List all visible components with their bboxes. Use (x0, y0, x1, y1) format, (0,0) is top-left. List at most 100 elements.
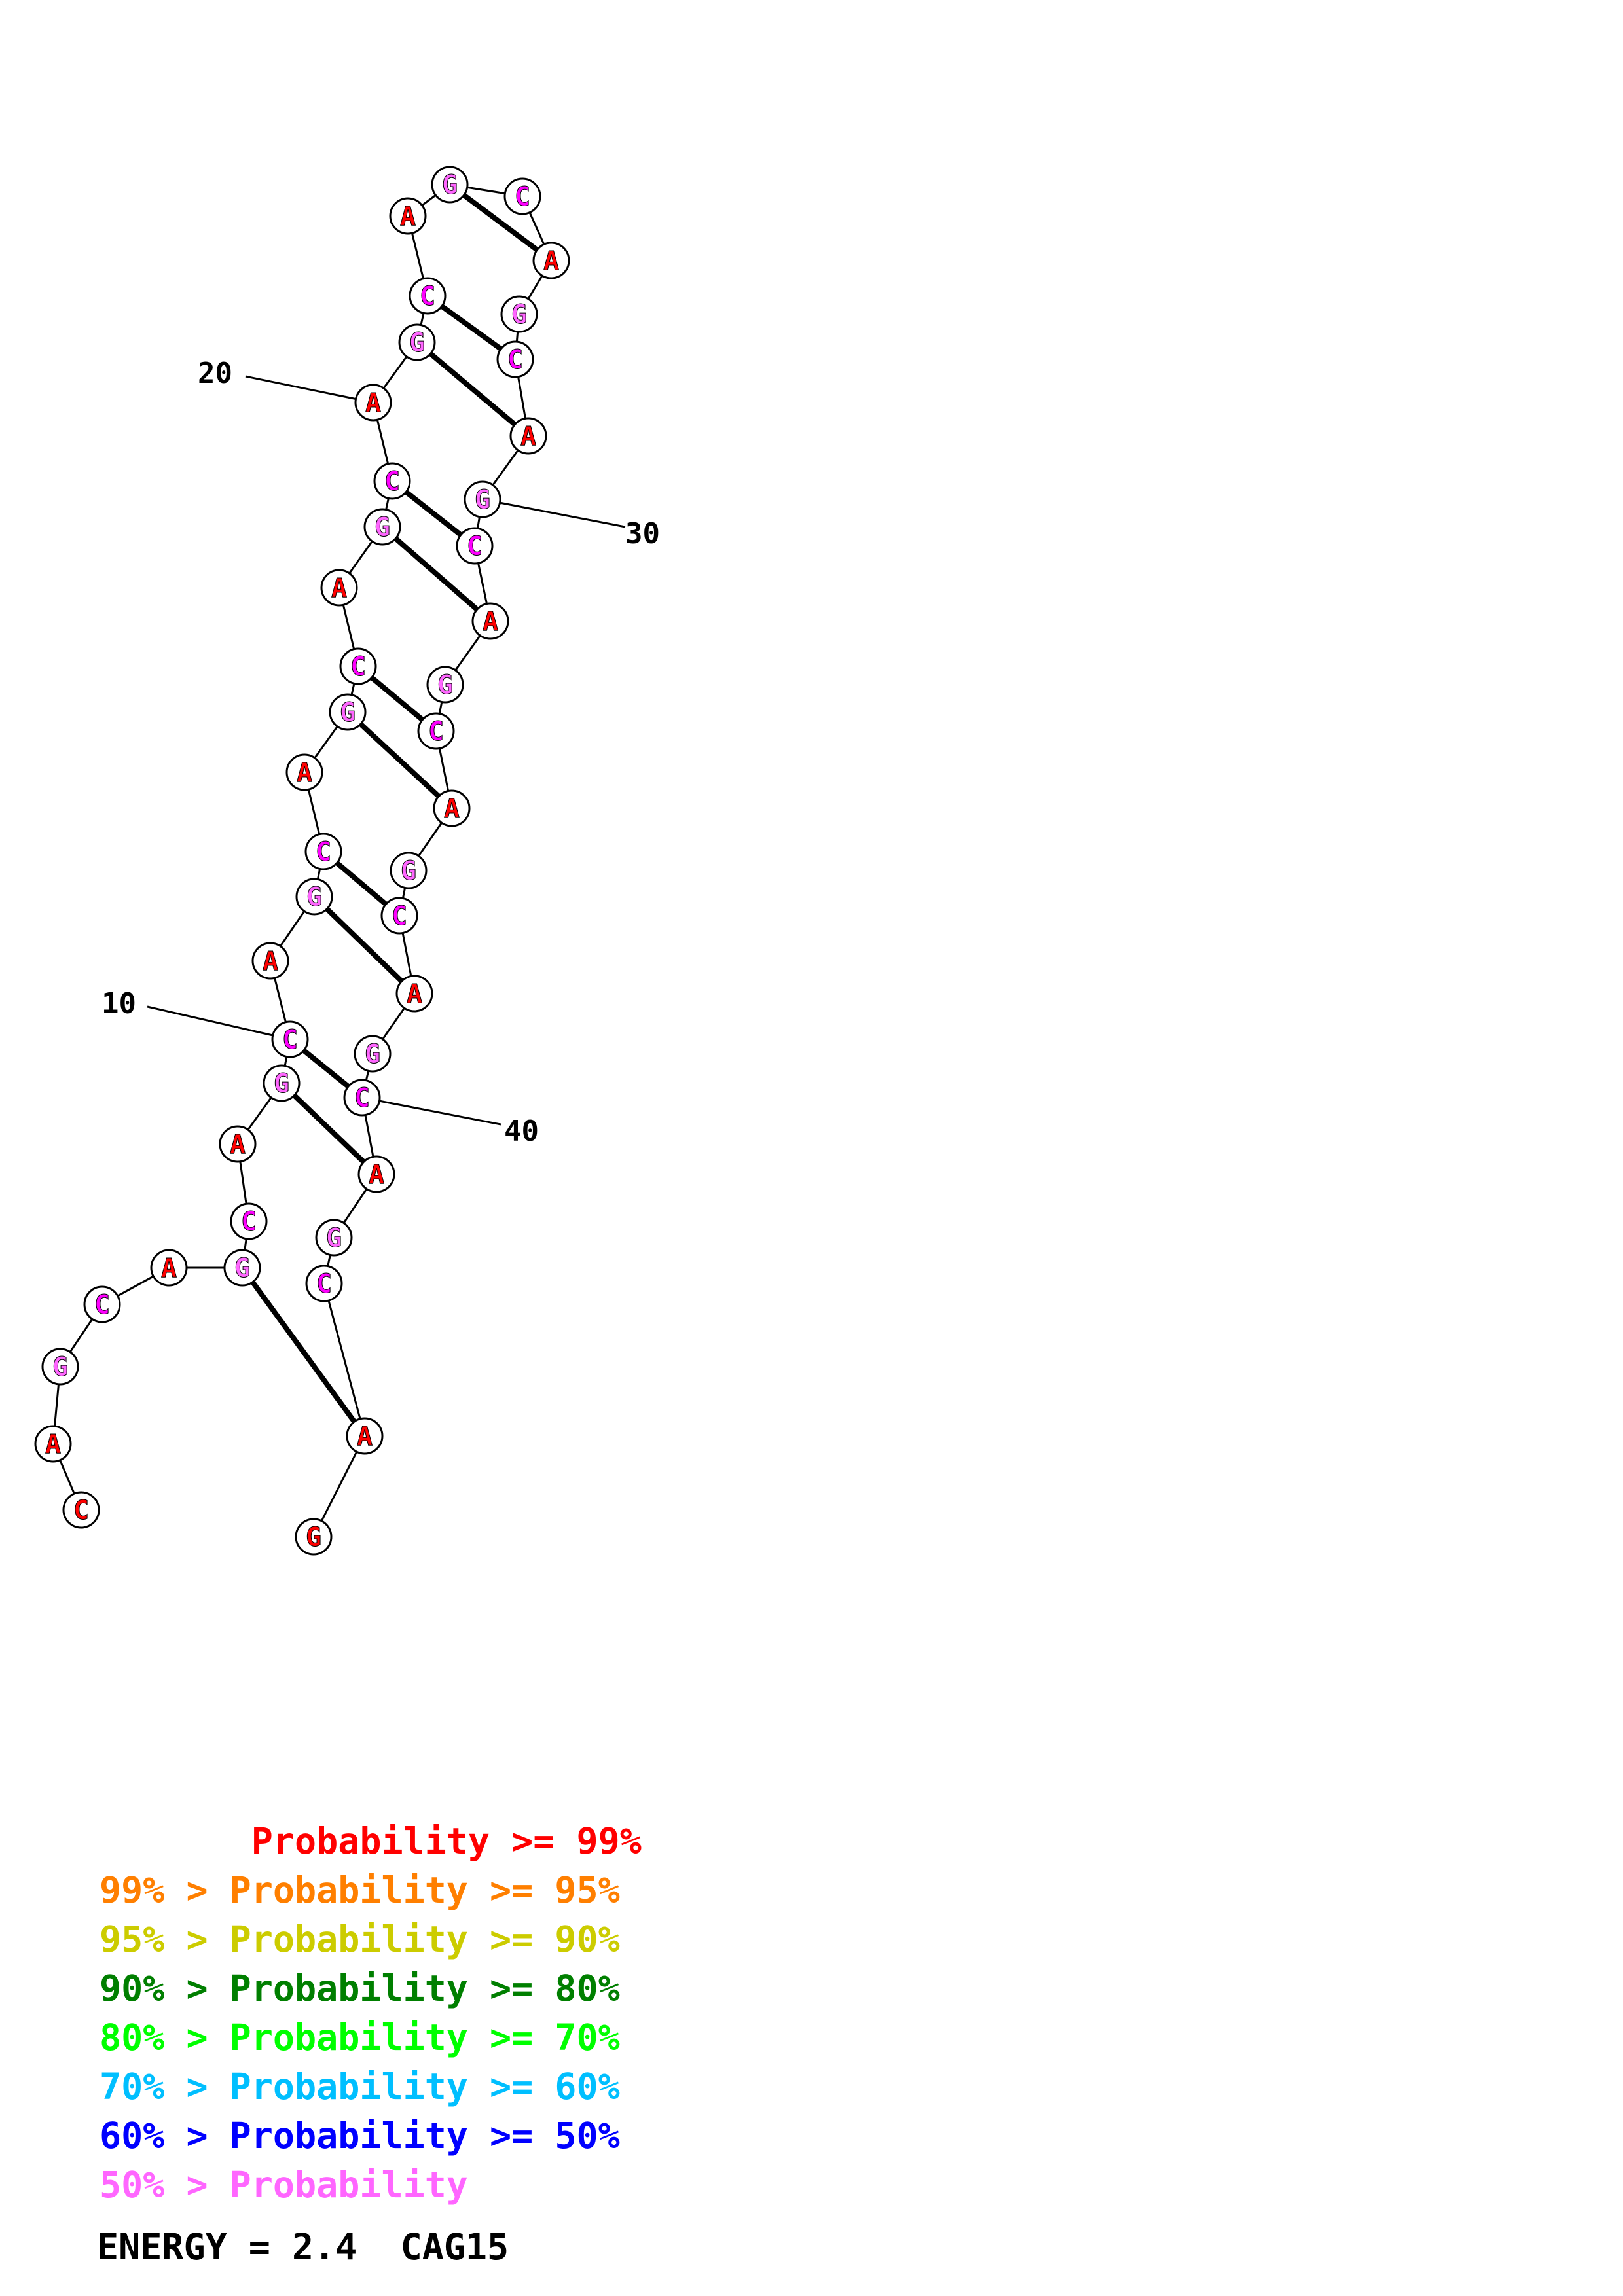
nucleotide-letter: A (365, 388, 381, 418)
nucleotide-3: G (41, 1348, 79, 1386)
nucleotide-20: A (354, 384, 392, 422)
nucleotide-circle (417, 712, 455, 750)
nucleotide-circle (363, 508, 401, 546)
nucleotide-circle (271, 1020, 309, 1058)
position-tick-line (482, 498, 626, 528)
nucleotide-circle (354, 384, 392, 422)
nucleotide-letter: G (326, 1223, 342, 1253)
nucleotide-circle (390, 852, 428, 889)
nucleotide-18: G (363, 508, 401, 546)
base-pair-bond (404, 490, 463, 537)
nucleotide-34: C (417, 712, 455, 750)
nucleotide-circle (41, 1348, 79, 1386)
nucleotide-letter: C (420, 281, 435, 312)
nucleotide-circle (329, 693, 367, 731)
nucleotide-letter: C (428, 717, 444, 747)
nucleotide-4: C (83, 1285, 121, 1323)
legend-entry: Probability >= 99% (100, 1820, 642, 1862)
nucleotide-circle (285, 753, 323, 791)
legend-entry: 60% > Probability >= 50% (100, 2115, 620, 2157)
nucleotide-30: G (464, 480, 501, 518)
nucleotide-circle (509, 417, 547, 455)
nucleotide-letter: A (230, 1130, 246, 1160)
nucleotide-7: C (230, 1202, 268, 1240)
base-pair-bond (250, 1280, 357, 1424)
nucleotide-circle (295, 878, 333, 916)
nucleotide-5: A (150, 1249, 188, 1287)
nucleotide-circle (219, 1125, 257, 1163)
nucleotide-letter: A (520, 422, 536, 452)
nucleotide-letter: C (467, 531, 483, 562)
nucleotide-letter: G (442, 170, 458, 200)
nucleotide-21: G (398, 323, 436, 361)
nucleotide-letter: G (374, 512, 390, 543)
nucleotide-letter: A (297, 758, 312, 788)
nucleotide-31: C (456, 527, 494, 565)
nucleotide-letter: G (409, 328, 425, 358)
nucleotide-circle (373, 462, 411, 500)
nucleotide-letter: A (444, 794, 460, 824)
legend-entry: 99% > Probability >= 95% (100, 1869, 620, 1911)
base-pair-bond (292, 1093, 366, 1164)
nucleotide-44: A (346, 1417, 384, 1455)
nucleotide-38: A (395, 975, 433, 1013)
nucleotide-circle (409, 277, 447, 315)
nucleotide-letter: C (384, 467, 400, 497)
nucleotide-letter: C (241, 1207, 257, 1237)
nucleotide-letter: C (392, 901, 407, 931)
nucleotide-circle (395, 975, 433, 1013)
nucleotide-circle (433, 789, 471, 827)
nucleotide-14: A (285, 753, 323, 791)
nucleotide-letter: C (350, 652, 366, 682)
position-label-layer: 10 20 30 40 (101, 357, 660, 1148)
nucleotide-39: G (354, 1035, 392, 1073)
legend-entry: 70% > Probability >= 60% (100, 2066, 620, 2108)
nucleotide-45: G (295, 1518, 333, 1556)
base-pair-bond (359, 722, 441, 798)
nucleotide-circle (380, 897, 418, 935)
position-label-20: 20 (198, 357, 232, 390)
nucleotide-letter: G (306, 1522, 321, 1552)
nucleotide-letter: A (543, 246, 559, 276)
nucleotide-letter: A (483, 607, 498, 637)
nucleotide-letter: C (316, 837, 331, 867)
nucleotide-1: C (62, 1491, 100, 1529)
nucleotide-circle (320, 569, 358, 607)
nucleotide-letter: A (400, 202, 416, 232)
nucleotide-circle (251, 942, 289, 980)
legend-entry: 80% > Probability >= 70% (100, 2017, 620, 2058)
nucleotide-letter: C (316, 1269, 332, 1299)
nucleotide-16: C (339, 647, 377, 685)
base-pair-bond (302, 1048, 350, 1089)
nucleotide-19: C (373, 462, 411, 500)
nucleotide-circle (34, 1425, 72, 1463)
nucleotide-12: G (295, 878, 333, 916)
backbone-segment (312, 1435, 366, 1537)
nucleotide-13: C (304, 833, 342, 870)
nucleotide-letter: A (161, 1253, 177, 1283)
nucleotide-9: G (263, 1064, 301, 1102)
nucleotide-33: G (426, 666, 464, 704)
nucleotide-11: A (251, 942, 289, 980)
nucleotide-circle (305, 1265, 343, 1302)
nucleotide-25: C (503, 177, 541, 215)
nucleotide-letter: G (234, 1253, 250, 1283)
nucleotide-circle (496, 340, 534, 378)
base-pair-bond (325, 906, 404, 984)
position-label-40: 40 (504, 1115, 539, 1148)
base-pair-bond (462, 192, 539, 253)
nucleotide-circle (315, 1219, 353, 1257)
nucleotide-circle (339, 647, 377, 685)
nucleotide-circle (230, 1202, 268, 1240)
nucleotide-letter: C (507, 345, 523, 375)
nucleotide-letter: G (52, 1352, 68, 1382)
nucleotide-32: A (471, 602, 509, 640)
nucleotide-37: C (380, 897, 418, 935)
nucleotide-17: A (320, 569, 358, 607)
nucleotide-circle (426, 666, 464, 704)
nucleotide-letter: C (515, 182, 530, 212)
nucleotide-8: A (219, 1125, 257, 1163)
position-tick-line (147, 1005, 291, 1041)
